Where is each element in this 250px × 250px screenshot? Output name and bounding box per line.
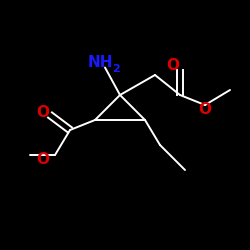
Text: O: O [166,58,179,72]
Text: NH: NH [88,55,113,70]
Text: 2: 2 [112,64,120,74]
Text: O: O [36,105,49,120]
Text: O: O [36,152,49,168]
Text: O: O [198,102,211,118]
